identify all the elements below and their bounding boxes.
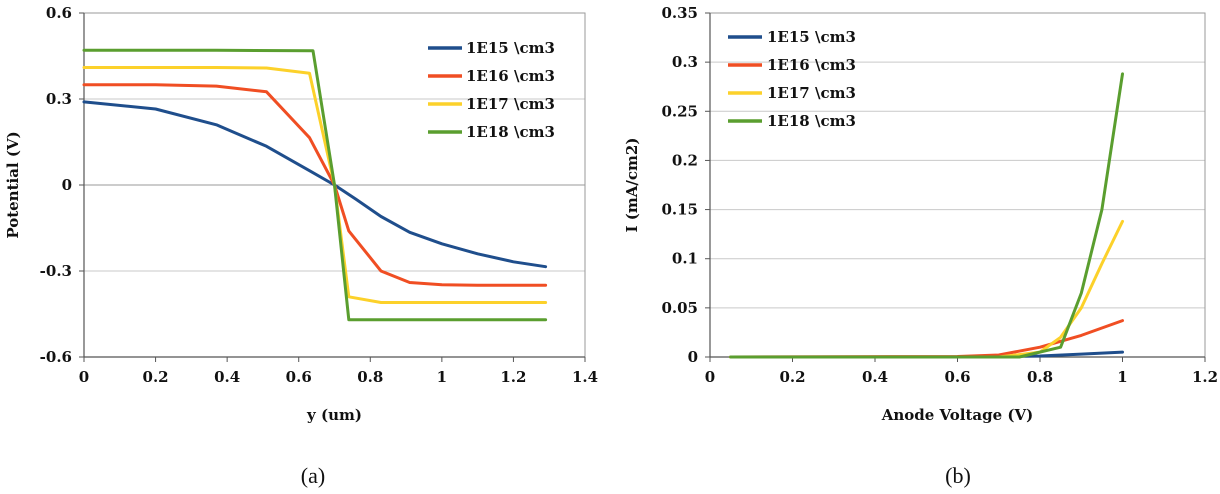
chart1-caption: (a) xyxy=(301,463,325,488)
chart2-legend-label-4: 1E18 \cm3 xyxy=(767,112,856,130)
chart1-y-tick-label: 0.6 xyxy=(46,4,72,22)
chart2-legend-label-2: 1E16 \cm3 xyxy=(767,56,856,74)
chart1-series-line-2 xyxy=(82,83,548,287)
chart1-legend-label-1: 1E15 \cm3 xyxy=(466,39,555,57)
chart2-x-axis-title: Anode Voltage (V) xyxy=(881,406,1034,424)
chart2-y-tick-label: 0 xyxy=(688,348,698,366)
chart2-x-tick-label: 0.2 xyxy=(779,368,805,386)
chart1-x-tick-label: 1 xyxy=(437,368,447,386)
chart1-y-tick-label: -0.6 xyxy=(40,348,72,366)
chart1-x-tick-label: 1.4 xyxy=(572,368,598,386)
chart1-y-tick-label: 0 xyxy=(62,176,72,194)
chart2-y-tick-label: 0.1 xyxy=(672,250,698,268)
chart2-series-line-4 xyxy=(729,72,1124,359)
chart2-y-tick-label: 0.15 xyxy=(661,201,698,219)
chart1-y-axis-title: Potential (V) xyxy=(4,131,22,238)
chart2-legend-label-3: 1E17 \cm3 xyxy=(767,84,856,102)
chart2-x-tick-label: 0.6 xyxy=(944,368,970,386)
chart2-x-tick-label: 0.4 xyxy=(862,368,888,386)
chart1-legend-label-3: 1E17 \cm3 xyxy=(466,95,555,113)
chart1-x-tick-label: 0 xyxy=(79,368,89,386)
chart2-x-tick-label: 0 xyxy=(705,368,715,386)
chart1-legend-label-2: 1E16 \cm3 xyxy=(466,67,555,85)
chart2-x-tick-label: 1 xyxy=(1117,368,1127,386)
chart1-x-tick-label: 0.8 xyxy=(357,368,383,386)
chart2-caption: (b) xyxy=(945,463,971,488)
chart2-y-tick-label: 0.35 xyxy=(661,4,698,22)
chart1-legend-label-4: 1E18 \cm3 xyxy=(466,123,555,141)
chart2-y-tick-label: 0.2 xyxy=(672,151,698,169)
chart1-y-tick-label: 0.3 xyxy=(46,90,72,108)
chart2-y-tick-label: 0.25 xyxy=(661,102,698,120)
chart1-x-tick-label: 0.6 xyxy=(286,368,312,386)
chart1-series-line-3 xyxy=(82,66,548,304)
chart1-x-axis-title: y (um) xyxy=(306,406,362,424)
chart2-x-tick-label: 1.2 xyxy=(1192,368,1218,386)
chart1-y-tick-label: -0.3 xyxy=(40,262,72,280)
chart2-y-tick-label: 0.05 xyxy=(661,299,698,317)
chart1-series-line-4 xyxy=(82,48,548,322)
chart1-x-tick-label: 0.4 xyxy=(214,368,240,386)
chart2-y-axis-title: I (mA/cm2) xyxy=(623,138,641,233)
chart1-series-line-1 xyxy=(82,100,548,269)
chart2-legend-label-1: 1E15 \cm3 xyxy=(767,28,856,46)
chart1-x-tick-label: 1.2 xyxy=(500,368,526,386)
chart2-x-tick-label: 0.8 xyxy=(1027,368,1053,386)
chart2-y-tick-label: 0.3 xyxy=(672,53,698,71)
chart1-x-tick-label: 0.2 xyxy=(143,368,169,386)
